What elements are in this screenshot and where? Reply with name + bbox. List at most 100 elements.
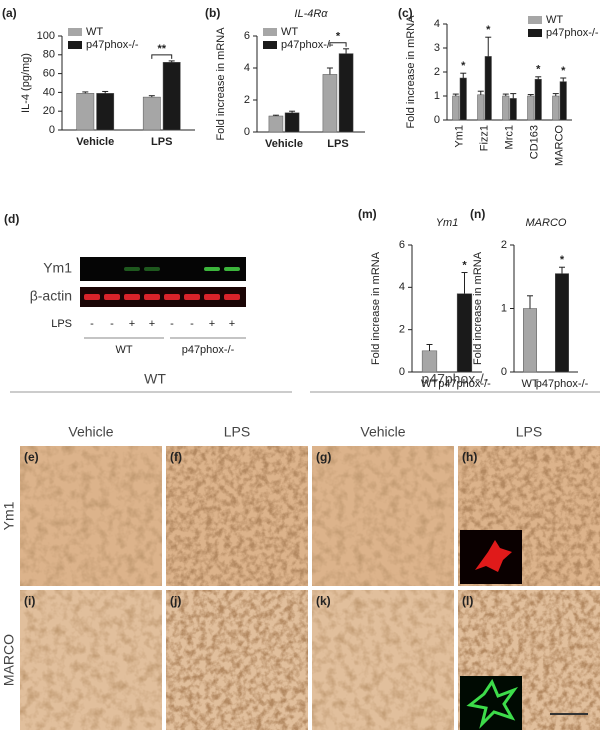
bar (96, 93, 115, 131)
y-tick-label: 1 (434, 90, 440, 102)
panel-label: (f) (170, 450, 182, 464)
blot-strip (80, 287, 246, 307)
significance: * (461, 60, 466, 72)
y-tick-label: 4 (434, 18, 440, 30)
bar (268, 115, 284, 133)
condition-header: Vehicle (360, 424, 405, 440)
significance: * (486, 24, 491, 36)
group-header: p47phox-/- (422, 371, 489, 387)
y-axis-label: Fold increase in mRNA (472, 251, 484, 365)
lane-sign: - (90, 318, 94, 330)
x-tick-label: p47phox-/- (438, 378, 491, 390)
bar (338, 53, 354, 133)
ym1-band (204, 267, 220, 271)
panel-label: (b) (205, 6, 220, 20)
y-tick-label: 1 (501, 302, 507, 314)
significance-bracket (151, 54, 173, 59)
bar (142, 96, 161, 131)
panel-label: (d) (4, 212, 19, 226)
legend-label: p47phox-/- (86, 39, 139, 51)
y-tick-label: 4 (244, 62, 250, 74)
panel-label: (j) (170, 594, 181, 608)
y-tick-label: 0 (434, 114, 440, 126)
panel-label: (a) (2, 6, 17, 20)
ym1-band (124, 267, 140, 271)
significance: * (462, 259, 467, 271)
group-header: WT (144, 371, 166, 387)
y-tick-label: 40 (43, 86, 55, 98)
micrograph-texture (20, 590, 162, 730)
x-tick-label: Mrc1 (503, 125, 515, 149)
blot-row-label: Ym1 (43, 260, 72, 276)
micrograph-texture (312, 590, 454, 730)
bar (527, 95, 535, 121)
bar (534, 78, 542, 121)
blot-row-label: β-actin (30, 288, 72, 304)
micrograph-texture (166, 446, 308, 586)
actin-band (224, 294, 240, 300)
y-tick-label: 6 (244, 30, 250, 42)
panel-label: (l) (462, 594, 473, 608)
bar (523, 308, 537, 373)
blot-strip (80, 257, 246, 281)
actin-band (164, 294, 180, 300)
y-tick-label: 100 (37, 30, 55, 42)
x-tick-label: Vehicle (265, 138, 303, 150)
panel-label: (c) (398, 6, 413, 20)
legend-label: WT (281, 26, 298, 38)
y-axis-label: Fold increase in mRNA (215, 27, 227, 141)
legend-swatch (263, 41, 277, 49)
ym1-band (224, 267, 240, 271)
bar (477, 94, 485, 121)
lane-sign: - (170, 318, 174, 330)
actin-band (144, 294, 160, 300)
y-tick-label: 0 (49, 124, 55, 136)
significance: * (560, 254, 565, 266)
y-tick-label: 2 (399, 324, 405, 336)
micrograph-texture (20, 446, 162, 586)
lane-sign: - (190, 318, 194, 330)
y-tick-label: 3 (434, 42, 440, 54)
panel-label: (m) (358, 207, 377, 221)
panel-label: (h) (462, 450, 477, 464)
inset-cell (475, 540, 512, 572)
panel-label: (n) (470, 207, 485, 221)
condition-header: LPS (224, 424, 250, 440)
bar (509, 98, 517, 121)
y-tick-label: 60 (43, 68, 55, 80)
x-tick-label: Fizz1 (478, 125, 490, 151)
chart-title: IL-4Rα (294, 8, 328, 20)
legend-label: p47phox-/- (281, 39, 334, 51)
legend-label: WT (86, 26, 103, 38)
x-tick-label: MARCO (553, 125, 565, 166)
significance: ** (157, 43, 166, 55)
bar (162, 62, 181, 131)
x-tick-label: p47phox-/- (536, 378, 589, 390)
ym1-band (144, 267, 160, 271)
condition-header: Vehicle (68, 424, 113, 440)
bar (452, 95, 460, 121)
lane-sign: + (129, 318, 135, 330)
bar (502, 95, 510, 121)
legend-swatch (263, 28, 277, 36)
bar (459, 77, 467, 121)
legend-swatch (68, 41, 82, 49)
y-tick-label: 0 (244, 126, 250, 138)
row-label: Ym1 (1, 501, 17, 530)
y-axis-label: Fold increase in mRNA (370, 251, 382, 365)
bar (322, 74, 338, 133)
y-tick-label: 2 (501, 239, 507, 251)
condition-header: LPS (516, 424, 542, 440)
bar (456, 293, 473, 373)
lane-sign: + (209, 318, 215, 330)
y-axis-label: IL-4 (pg/mg) (20, 53, 32, 113)
bar (76, 93, 95, 131)
micrograph-texture (166, 590, 308, 730)
y-tick-label: 4 (399, 281, 405, 293)
legend-swatch (528, 29, 542, 37)
blot-group-label: p47phox-/- (182, 344, 235, 356)
blot-treatment-label: LPS (51, 318, 72, 330)
x-tick-label: LPS (151, 136, 172, 148)
lane-sign: - (110, 318, 114, 330)
